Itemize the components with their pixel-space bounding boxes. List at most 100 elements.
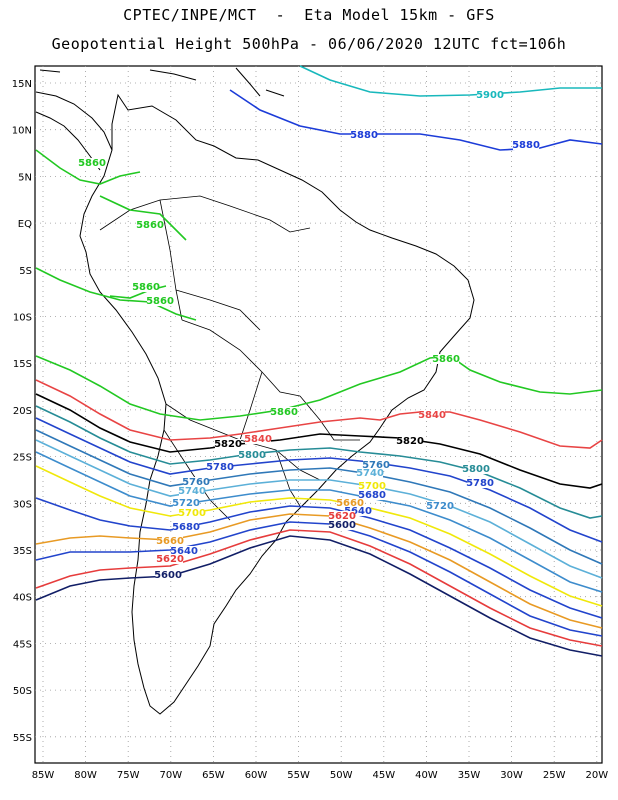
contour-label: 5780 [466, 478, 494, 489]
contour-label-bg [179, 486, 205, 496]
lon-tick-label: 20W [585, 770, 608, 781]
contour-label: 5900 [476, 90, 504, 101]
contour-label-bg [359, 490, 385, 500]
contour-label-bg [245, 434, 271, 444]
contour-5780 [35, 417, 603, 543]
lon-tick-label: 30W [500, 770, 523, 781]
contour-label-bg [397, 436, 423, 446]
contour-label-bg [345, 506, 371, 516]
contour-label-bg [513, 140, 539, 150]
contour-label: 5620 [328, 511, 356, 522]
lat-tick-label: 50S [13, 686, 32, 697]
contour-label: 5740 [178, 486, 206, 497]
contour-label: 5680 [172, 522, 200, 533]
contour-label: 5640 [344, 506, 372, 517]
contour-label-bg [173, 522, 199, 532]
contour-label-bg [79, 158, 105, 168]
contour-label: 5740 [356, 468, 384, 479]
contour-label-bg [171, 546, 197, 556]
lat-tick-label: 15S [13, 359, 32, 370]
contour-label-bg [147, 296, 173, 306]
plot-frame [34, 65, 603, 764]
contour-label: 5860 [146, 296, 174, 307]
contour-label-bg [329, 511, 355, 521]
lat-tick-label: 25S [13, 453, 32, 464]
contour-labels: 5900 5880 5880 5860 5860 5860 5860 5860 5860 5840… [78, 90, 540, 581]
contour-5720 [35, 451, 603, 593]
lat-tick-label: 5N [18, 172, 32, 183]
contour-label-bg [183, 477, 209, 487]
lat-tick-label: 55S [13, 733, 32, 744]
caribbean-islands [39, 67, 285, 97]
contour-label: 5780 [206, 462, 234, 473]
lat-tick-label: 15N [12, 79, 32, 90]
contour-label: 5860 [432, 354, 460, 365]
lat-tick-label: 45S [13, 639, 32, 650]
contour-label-bg [157, 536, 183, 546]
contour-5680 [35, 497, 603, 619]
contour-label: 5880 [512, 140, 540, 151]
contour-label-bg [329, 520, 355, 530]
contour-label-bg [133, 282, 159, 292]
contour-label-bg [419, 410, 445, 420]
contour-5800 [35, 405, 603, 519]
contour-label: 5860 [136, 220, 164, 231]
contour-label-bg [363, 460, 389, 470]
contour-label: 5820 [214, 439, 242, 450]
contour-label-bg [271, 407, 297, 417]
graticule [35, 66, 602, 763]
contour-label: 5800 [462, 464, 490, 475]
lon-tick-label: 35W [458, 770, 481, 781]
contour-label-bg [467, 478, 493, 488]
contour-label-bg [427, 501, 453, 511]
lon-tick-label: 60W [245, 770, 268, 781]
contour-label: 5720 [426, 501, 454, 512]
contour-label-bg [215, 439, 241, 449]
contour-label-bg [179, 508, 205, 518]
contour-label-bg [359, 481, 385, 491]
contour-label-bg [137, 220, 163, 230]
map-title-line1: CPTEC/INPE/MCT - Eta Model 15km - GFS [123, 6, 495, 24]
contour-5760 [35, 429, 603, 565]
lat-tick-label: 10N [12, 126, 32, 137]
contour-label-bg [155, 570, 181, 580]
contour-label: 5860 [270, 407, 298, 418]
contour-label-bg [477, 90, 503, 100]
contour-label: 5660 [156, 536, 184, 547]
contour-label-bg [357, 468, 383, 478]
contour-label: 5700 [358, 481, 386, 492]
contour-label: 5840 [244, 434, 272, 445]
contour-label-bg [157, 554, 183, 564]
contour-label: 5640 [170, 546, 198, 557]
lon-tick-label: 45W [372, 770, 395, 781]
contour-5860-north [35, 149, 197, 321]
contour-5860-main [35, 355, 603, 421]
contour-label: 5860 [132, 282, 160, 293]
map-title-line2: Geopotential Height 500hPa - 06/06/2020 … [51, 35, 567, 53]
contour-5600 [35, 535, 603, 657]
contour-label: 5700 [178, 508, 206, 519]
lat-tick-label: 30S [13, 499, 32, 510]
contour-label-bg [239, 450, 265, 460]
south-america-coastline [79, 93, 475, 715]
lon-tick-label: 65W [202, 770, 225, 781]
contour-label: 5760 [362, 460, 390, 471]
contour-label: 5880 [350, 130, 378, 141]
contour-label: 5840 [418, 410, 446, 421]
contour-label: 5760 [182, 477, 210, 488]
contour-label-bg [351, 130, 377, 140]
lat-tick-label: 5S [19, 266, 32, 277]
lon-tick-label: 80W [74, 770, 97, 781]
contour-label: 5680 [358, 490, 386, 501]
lon-tick-label: 85W [32, 770, 55, 781]
contour-label-bg [337, 498, 363, 508]
lat-tick-label: 10S [13, 313, 32, 324]
contour-5880-north [229, 89, 603, 151]
contour-5640 [35, 521, 603, 637]
contour-5820 [35, 393, 603, 489]
contour-label: 5820 [396, 436, 424, 447]
lon-tick-label: 40W [415, 770, 438, 781]
contour-label-bg [207, 462, 233, 472]
contour-label: 5800 [238, 450, 266, 461]
